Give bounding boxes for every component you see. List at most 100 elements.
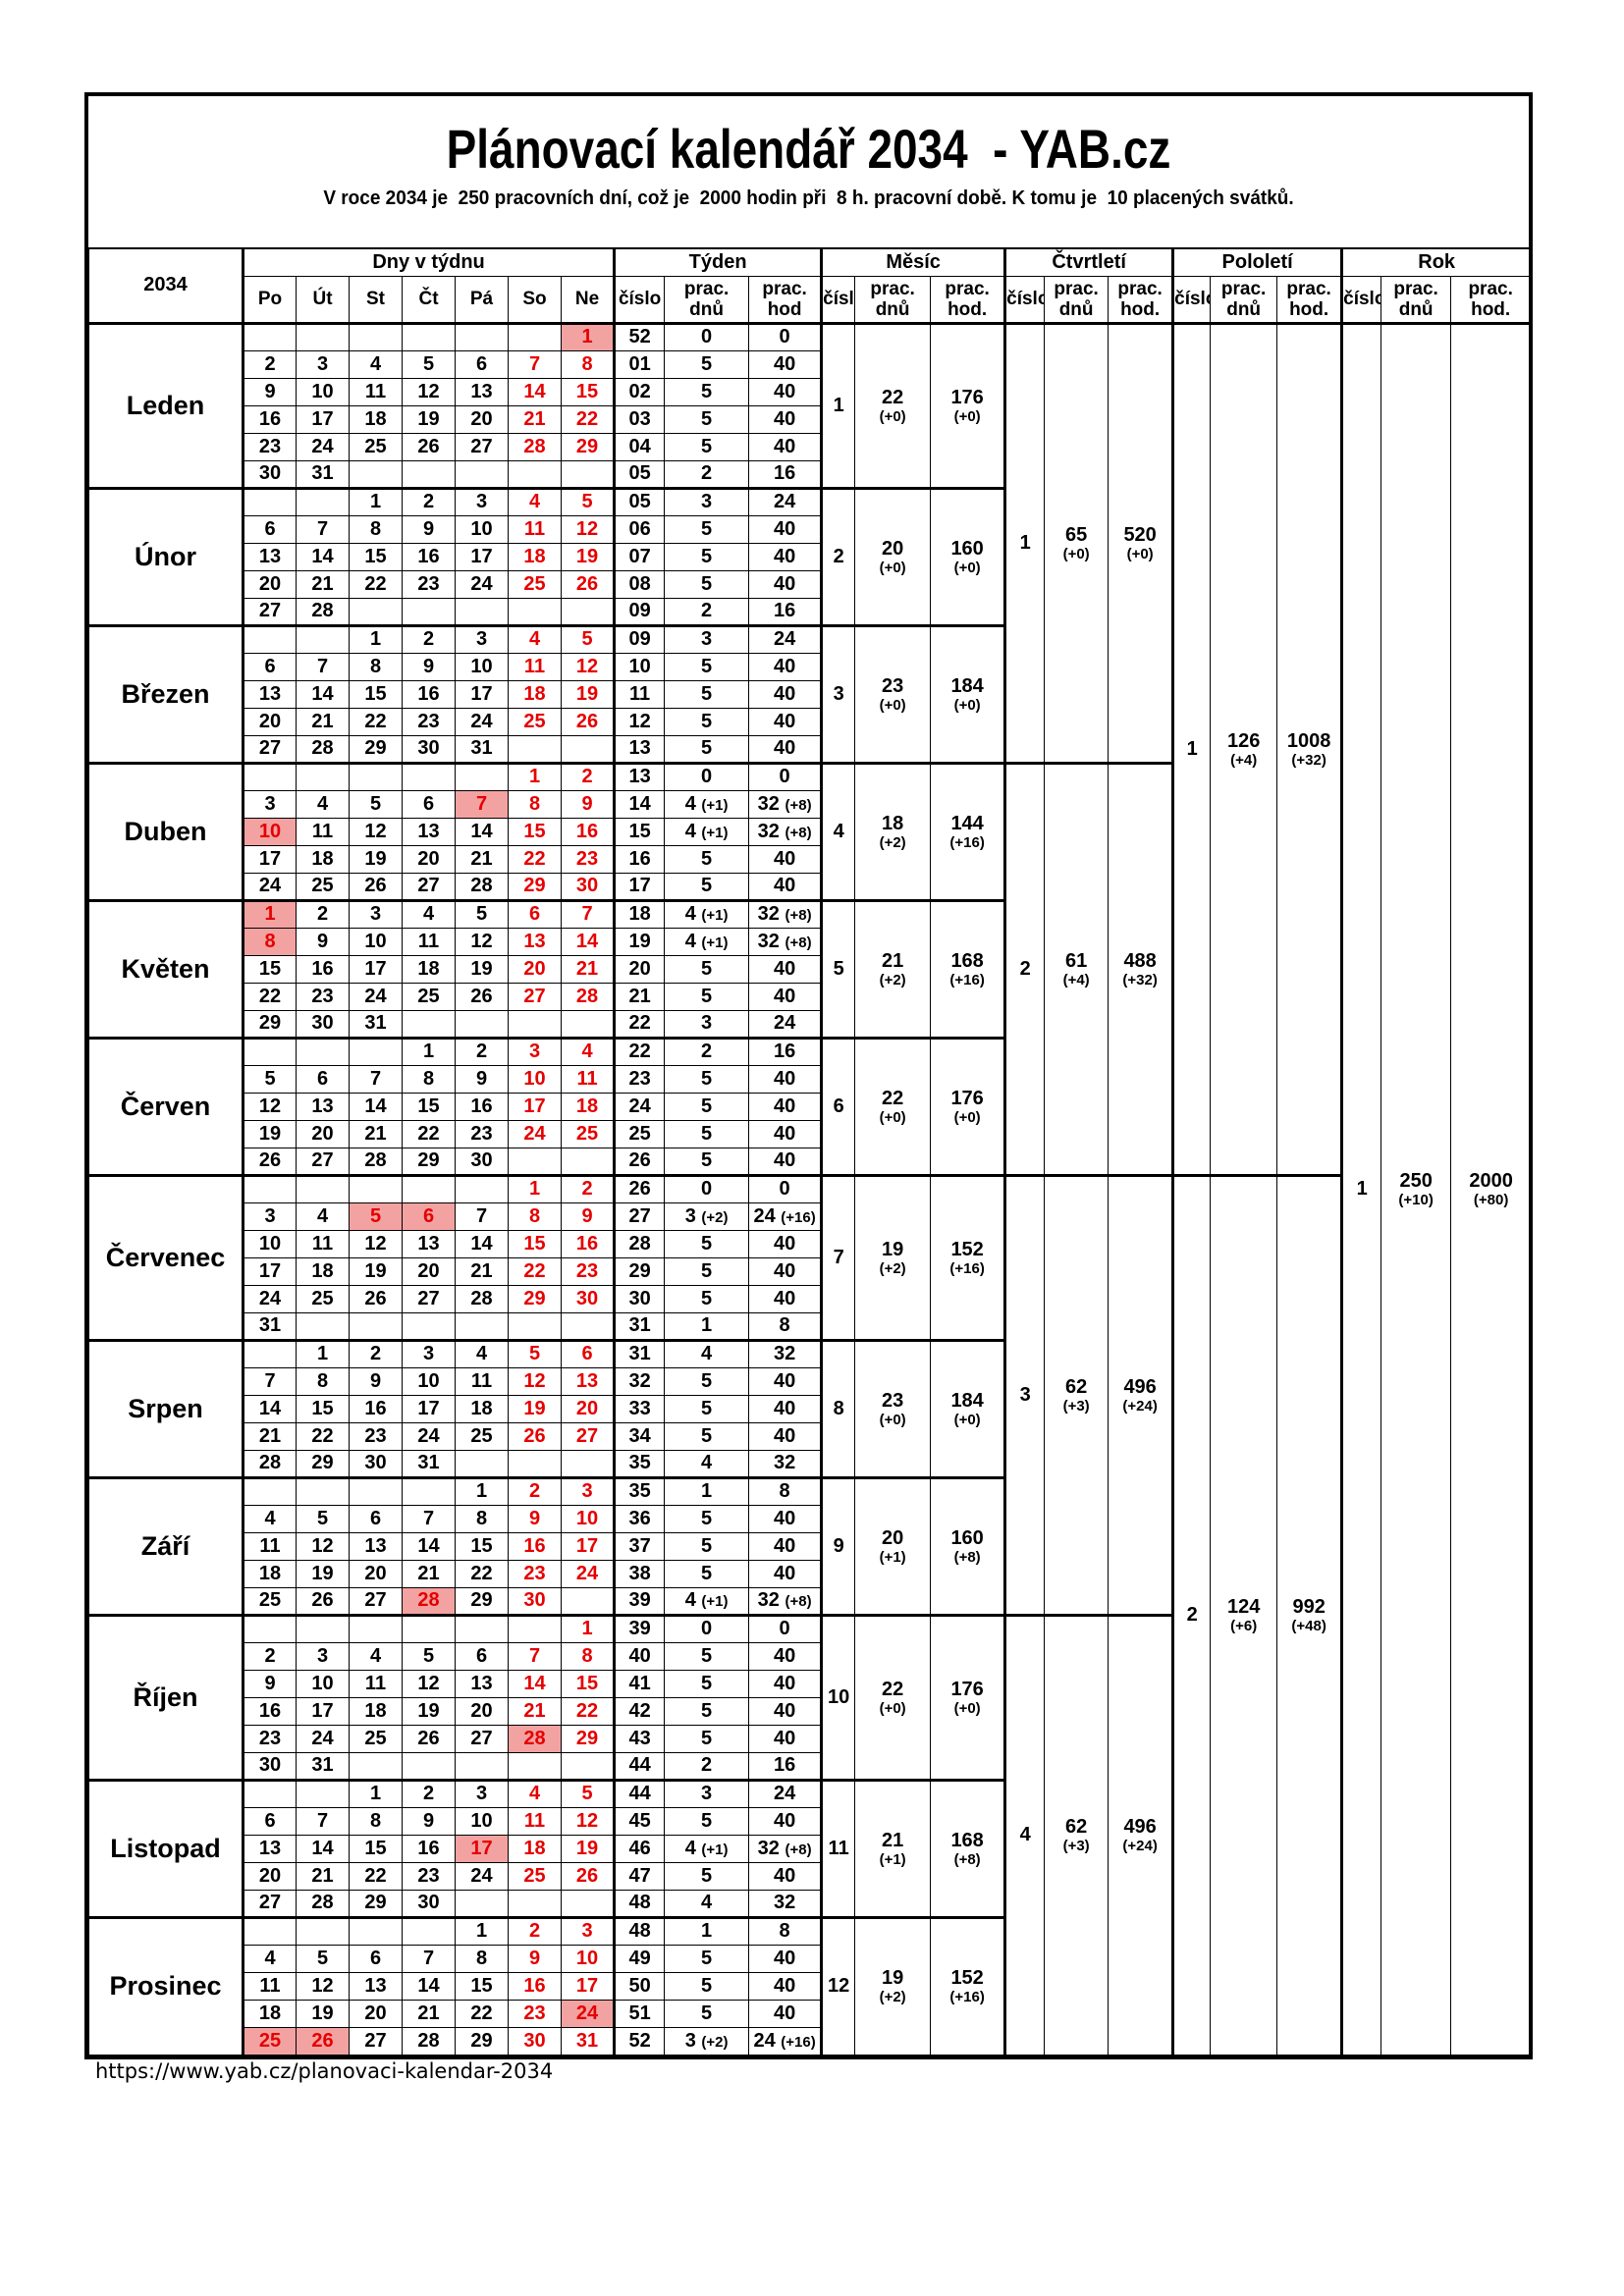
day-cell xyxy=(243,1915,297,1946)
week-number-cell: 28 xyxy=(614,1229,666,1258)
day-cell: 30 xyxy=(402,734,456,764)
day-cell: 1 xyxy=(508,761,562,791)
summary-extra: (+16) xyxy=(949,971,985,988)
quarter-workdays-cell: 61 (+4) xyxy=(1044,761,1110,1176)
day-cell: 19 xyxy=(296,1999,350,2028)
day-cell: 12 xyxy=(349,817,403,846)
week-number-cell: 19 xyxy=(614,927,666,956)
week-workdays-cell: 4 (+1) xyxy=(664,789,750,819)
day-cell: 9 xyxy=(402,1806,456,1836)
week-number-cell: 13 xyxy=(614,761,666,791)
day-cell: 31 xyxy=(455,734,509,764)
day-cell: 2 xyxy=(455,1036,509,1066)
day-cell: 25 xyxy=(508,569,562,599)
day-cell: 24 xyxy=(508,1119,562,1148)
day-cell xyxy=(349,321,403,351)
day-cell: 2 xyxy=(508,1475,562,1506)
week-workdays-cell: 5 xyxy=(664,514,750,544)
week-row: Říjen 1 39 0 0 10 22 (+0) 176 (+0) 4 62 (+3) 496 (+24) xyxy=(88,1613,1532,2056)
summary-value: 152 xyxy=(950,1238,984,1260)
day-cell xyxy=(243,1338,297,1368)
week-workhours-cell: 40 xyxy=(748,349,824,379)
week-number-cell: 47 xyxy=(614,1861,666,1891)
week-number-cell: 23 xyxy=(614,1064,666,1094)
day-cell: 20 xyxy=(402,1256,456,1286)
week-extra: (+8) xyxy=(785,1593,812,1610)
day-cell: 2 xyxy=(560,1173,617,1203)
day-cell: 21 xyxy=(296,1861,350,1891)
week-workdays-cell: 5 xyxy=(664,652,750,681)
halfyear-number-cell: 2 xyxy=(1172,1173,1212,2056)
header-day-ne: Ne xyxy=(560,275,617,325)
week-number-cell: 27 xyxy=(614,1201,666,1231)
day-cell: 3 xyxy=(296,349,350,379)
day-cell: 1 xyxy=(243,898,297,929)
week-row: 20 21 22 23 24 25 26 08 5 40 xyxy=(89,569,1532,599)
day-cell: 2 xyxy=(243,349,297,379)
day-cell: 29 xyxy=(455,2026,509,2056)
summary-extra: (+16) xyxy=(949,833,985,851)
day-cell: 21 xyxy=(560,954,617,984)
day-cell: 27 xyxy=(560,1421,617,1451)
day-cell: 22 xyxy=(455,1999,509,2028)
day-cell: 30 xyxy=(455,1147,509,1176)
week-workhours-cell: 16 xyxy=(748,1036,824,1066)
header-subcol: číslo xyxy=(1172,275,1212,325)
day-cell: 7 xyxy=(508,1641,562,1671)
week-workdays-cell: 5 xyxy=(664,734,750,764)
day-cell: 1 xyxy=(402,1036,456,1066)
day-cell: 11 xyxy=(560,1064,617,1094)
day-cell: 22 xyxy=(560,404,617,434)
day-cell: 16 xyxy=(508,1971,562,2001)
day-cell xyxy=(296,1778,350,1808)
header-subcol: prac. hod. xyxy=(1108,275,1175,325)
day-cell xyxy=(508,459,562,489)
day-cell: 16 xyxy=(349,1394,403,1423)
summary-extra: (+0) xyxy=(879,1699,906,1717)
summary-value: 160 xyxy=(950,1526,984,1549)
day-cell xyxy=(243,1173,297,1203)
day-cell xyxy=(296,1311,350,1341)
year-workdays-cell: 250 (+10) xyxy=(1380,321,1452,2056)
week-extra: (+1) xyxy=(701,1593,729,1610)
day-cell: 21 xyxy=(243,1421,297,1451)
month-workdays-cell: 22 (+0) xyxy=(854,1036,932,1176)
week-workhours-cell: 32 xyxy=(748,1449,824,1478)
day-cell xyxy=(560,1009,617,1039)
day-cell xyxy=(402,1475,456,1506)
week-extra: (+2) xyxy=(701,2033,729,2051)
week-workdays-cell: 3 (+2) xyxy=(664,2026,750,2056)
day-cell: 7 xyxy=(560,898,617,929)
quarter-number-cell: 2 xyxy=(1004,761,1046,1176)
month-workhours-cell: 152 (+16) xyxy=(930,1915,1007,2056)
week-number-cell: 52 xyxy=(614,321,666,351)
day-cell xyxy=(349,761,403,791)
day-cell: 18 xyxy=(508,679,562,709)
day-cell: 5 xyxy=(349,1201,403,1231)
day-cell: 15 xyxy=(560,1669,617,1698)
day-cell xyxy=(296,623,350,654)
day-cell: 18 xyxy=(402,954,456,984)
day-cell: 10 xyxy=(402,1366,456,1396)
week-workhours-cell: 32 (+8) xyxy=(748,1586,824,1616)
day-cell: 16 xyxy=(402,542,456,571)
week-number-cell: 51 xyxy=(614,1999,666,2028)
day-cell: 2 xyxy=(560,761,617,791)
day-cell: 22 xyxy=(508,844,562,874)
summary-value: 1008 xyxy=(1286,729,1331,752)
week-number-cell: 52 xyxy=(614,2026,666,2056)
week-row: 21 22 23 24 25 26 27 34 5 40 xyxy=(89,1421,1532,1451)
day-cell: 1 xyxy=(349,486,403,516)
month-workhours-cell: 176 (+0) xyxy=(930,1036,1007,1176)
summary-value: 176 xyxy=(950,1087,984,1109)
day-cell: 11 xyxy=(296,1229,350,1258)
week-number-cell: 01 xyxy=(614,349,666,379)
day-cell: 30 xyxy=(402,1889,456,1918)
week-number-cell: 16 xyxy=(614,844,666,874)
day-cell: 4 xyxy=(508,623,562,654)
day-cell: 14 xyxy=(455,817,509,846)
day-cell: 14 xyxy=(455,1229,509,1258)
month-workhours-cell: 184 (+0) xyxy=(930,623,1007,764)
day-cell: 20 xyxy=(296,1119,350,1148)
